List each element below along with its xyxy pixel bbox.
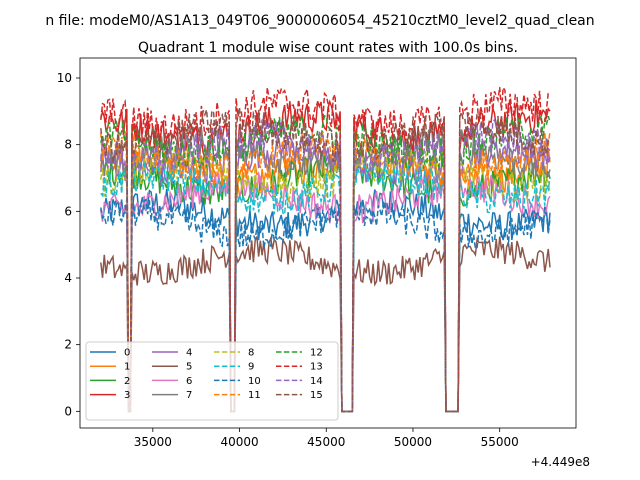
y-tick-label: 4 [64, 271, 72, 285]
y-tick-label: 6 [64, 204, 72, 218]
legend-label-3: 3 [124, 390, 130, 401]
series-line-9 [100, 159, 551, 413]
legend-label-14: 14 [310, 376, 323, 387]
legend-box [85, 341, 339, 421]
y-tick-label: 0 [64, 404, 72, 418]
x-tick-label: 55000 [481, 435, 519, 449]
series-line-5 [100, 235, 551, 413]
legend-label-13: 13 [310, 362, 323, 373]
legend-label-10: 10 [248, 376, 261, 387]
legend-label-9: 9 [248, 362, 254, 373]
x-tick-label: 50000 [394, 435, 432, 449]
legend-label-7: 7 [186, 390, 192, 401]
legend-label-0: 0 [124, 348, 130, 359]
legend-label-12: 12 [310, 348, 323, 359]
figure-suptitle: n file: modeM0/AS1A13_049T06_9000006054_… [45, 13, 594, 29]
series-line-14 [100, 117, 551, 413]
legend-label-4: 4 [186, 348, 192, 359]
legend-label-5: 5 [186, 362, 192, 373]
y-tick-label: 10 [57, 71, 72, 85]
x-offset-label: +4.449e8 [531, 455, 590, 469]
legend-label-15: 15 [310, 390, 323, 401]
series-line-3 [100, 99, 551, 413]
series-line-6 [100, 171, 551, 413]
legend-label-1: 1 [124, 362, 130, 373]
legend-label-11: 11 [248, 390, 261, 401]
series-line-13 [100, 85, 551, 413]
x-tick-label: 45000 [307, 435, 345, 449]
series-layer [100, 85, 551, 413]
series-line-10 [100, 198, 551, 413]
chart-title: Quadrant 1 module wise count rates with … [138, 40, 518, 56]
series-line-15 [100, 107, 551, 413]
y-tick-label: 2 [64, 338, 72, 352]
legend-label-8: 8 [248, 348, 254, 359]
legend-label-2: 2 [124, 376, 130, 387]
x-tick-label: 35000 [134, 435, 172, 449]
legend-label-6: 6 [186, 376, 192, 387]
x-tick-label: 40000 [220, 435, 258, 449]
y-tick-label: 8 [64, 138, 72, 152]
plot-frame [79, 57, 577, 429]
